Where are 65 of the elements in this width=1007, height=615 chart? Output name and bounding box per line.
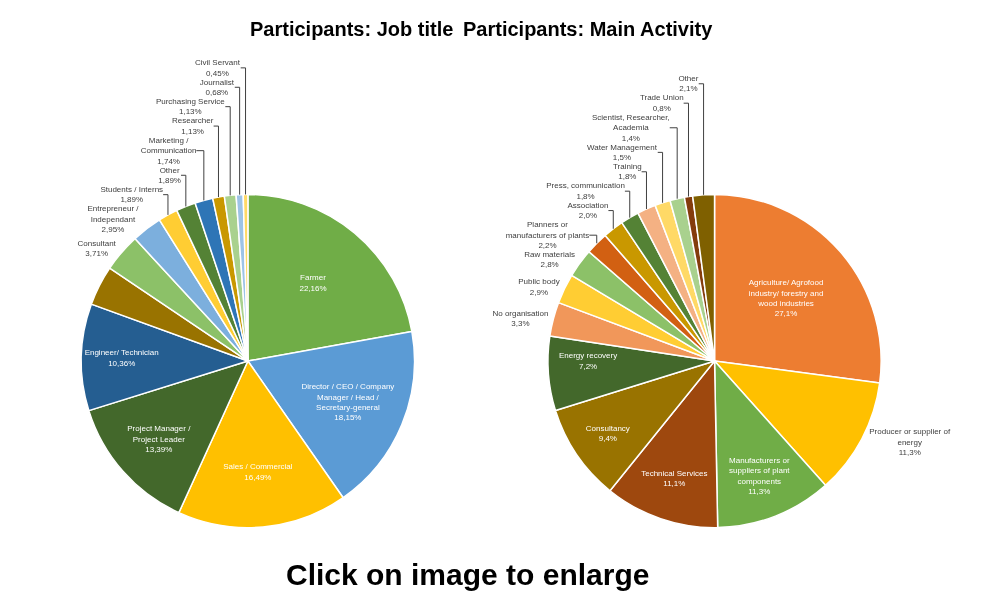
slice-label: Manufacturers or suppliers of plant components: [729, 456, 791, 486]
data-label: 27,1%: [774, 309, 798, 319]
data-label: 2,1%: [679, 84, 698, 94]
data-label: 1,5%: [612, 153, 632, 163]
slice-label: Other: [159, 165, 180, 175]
slice-label: Other: [678, 74, 699, 84]
data-label: 1,4%: [621, 133, 640, 143]
data-label: 1,89%: [120, 195, 144, 205]
data-label: 18,15%: [334, 413, 362, 423]
data-label: 3,71%: [85, 249, 109, 259]
data-label: 1,74%: [157, 156, 180, 166]
slice-label: Consultant: [77, 238, 117, 248]
data-label: 1,13%: [178, 107, 202, 117]
slice-label: Project Manager / Project Leader: [127, 424, 192, 444]
slice-label: Civil Servant: [195, 58, 241, 68]
chart-title: Participants: Job title: [250, 18, 454, 40]
data-label: 1,8%: [618, 172, 637, 182]
slice-label: Consultancy: [585, 423, 630, 433]
slice-label: Press, communication: [546, 181, 625, 191]
slice-label: Entrepreneur / Independant: [87, 204, 140, 224]
data-label: 16,49%: [244, 472, 272, 482]
slice-label: Farmer: [300, 273, 327, 283]
slice-label: Producer or supplier of energy: [869, 427, 951, 447]
slice-label: Planners or manufacturers of plants: [505, 220, 590, 240]
data-label: 1,8%: [576, 191, 595, 201]
slice-label: Trade Union: [639, 93, 684, 103]
data-label: 0,68%: [205, 87, 229, 97]
slice-label: Director / CEO / Company Manager / Head / Secretary-general: [301, 382, 395, 413]
slice-label: Training: [613, 162, 642, 172]
slice-label: Students / Interns: [100, 184, 164, 194]
slice-label: Sales / Commercial: [223, 462, 293, 472]
slice-label: Marketing / Communication: [140, 135, 197, 156]
slice-label: Scientist, Researcher, Academia: [591, 112, 670, 133]
data-label: 3,3%: [511, 319, 530, 329]
data-label: 1,13%: [181, 126, 204, 136]
text: Click on image to enlarge: [286, 558, 650, 591]
data-label: 13,39%: [145, 445, 173, 455]
slice-label: Agriculture/ Agrofood industry/ forestry and wood industries: [748, 278, 824, 309]
data-label: 9,4%: [598, 434, 617, 444]
chart-title: Participants: Main Activity: [463, 18, 714, 40]
data-label: 7,2%: [578, 361, 598, 371]
slice-label: Purchasing Service: [155, 96, 226, 106]
slice-label: Raw materials: [524, 250, 575, 260]
data-label: 11,1%: [663, 479, 686, 489]
data-label: 22,16%: [299, 283, 327, 293]
slice-label: Water Management: [586, 142, 658, 152]
data-label: 2,95%: [101, 225, 125, 235]
slice-label: Journalist: [199, 77, 235, 87]
data-label: 11,3%: [748, 487, 771, 497]
data-label: 2,8%: [540, 260, 559, 270]
slice-label: Association: [567, 200, 609, 210]
slice-label: Technical Services: [641, 468, 708, 478]
slice-label: No organisation: [492, 308, 549, 318]
slice-label: Researcher: [171, 116, 214, 126]
data-label: 10,36%: [108, 358, 136, 368]
data-label: 2,2%: [538, 241, 557, 251]
slice-label: Engineer/ Technician: [84, 348, 159, 358]
data-label: 0,45%: [206, 68, 229, 78]
data-label: 11,3%: [898, 448, 921, 458]
data-label: 2,9%: [529, 287, 549, 297]
data-label: 2,0%: [578, 211, 598, 221]
data-label: 1,89%: [158, 175, 181, 185]
slice-label: Public body: [518, 277, 560, 287]
slice-label: Energy recovery: [558, 351, 618, 361]
data-label: 0,8%: [652, 103, 671, 113]
